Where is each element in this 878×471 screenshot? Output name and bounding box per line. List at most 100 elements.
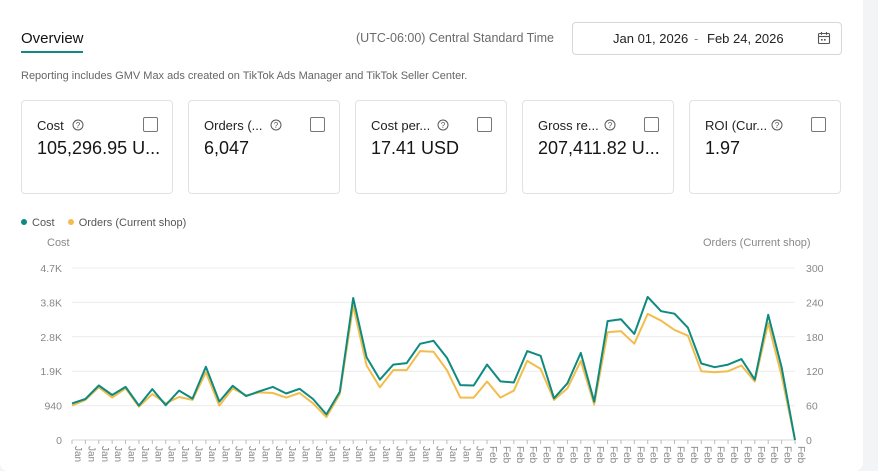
metric-card-orders[interactable]: Orders (... ? 6,047 [188,100,340,194]
x-tick-label: Feb [621,446,632,464]
date-range-picker[interactable]: Jan 01, 2026 - Feb 24, 2026 [572,22,842,55]
y-axis-title-right: Orders (Current shop) [703,237,811,249]
metric-checkbox[interactable] [811,117,826,132]
x-tick-label: Jan [340,446,351,462]
help-icon[interactable]: ? [771,119,783,131]
x-tick-label: Feb [795,446,806,464]
x-tick-label: Jan [407,446,418,462]
x-tick-label: Feb [581,446,592,464]
y-tick-label-right: 180 [806,332,824,344]
metric-label: ROI (Cur... [705,118,768,133]
legend-item-orders[interactable]: Orders (Current shop) [67,217,187,229]
check-icon [145,121,155,129]
y-tick-label-left: 1.9K [40,366,62,378]
metric-value: 1.97 [705,138,741,158]
legend-dot [67,219,74,225]
metric-card-gross-revenue[interactable]: Gross re... ? 207,411.82 U... [522,100,674,194]
x-tick-label: Jan [233,446,244,462]
x-tick-label: Jan [434,446,445,462]
x-tick-label: Jan [447,446,458,462]
x-tick-label: Jan [300,446,311,462]
x-tick-label: Feb [500,446,511,464]
x-tick-label: Feb [648,446,659,464]
x-tick-label: Jan [193,446,204,462]
metric-value: 105,296.95 U... [37,138,161,158]
help-icon[interactable]: ? [72,119,84,131]
metric-card-roi[interactable]: ROI (Cur... ? 1.97 [689,100,841,194]
date-start[interactable]: Jan 01, 2026 [613,31,689,46]
svg-text:?: ? [608,121,613,130]
x-tick-label: Feb [527,446,538,464]
x-tick-label: Feb [675,446,686,464]
x-tick-label: Jan [367,446,378,462]
metric-value: 17.41 USD [371,138,460,158]
metric-card-cost-per-order[interactable]: Cost per... ? 17.41 USD [355,100,507,194]
svg-text:?: ? [274,121,279,130]
x-tick-label: Feb [661,446,672,464]
x-tick-label: Feb [755,446,766,464]
legend-item-cost[interactable]: Cost [21,217,55,229]
x-tick-label: Jan [474,446,485,462]
x-tick-label: Feb [634,446,645,464]
metric-checkbox[interactable] [477,117,492,132]
y-tick-label-right: 300 [806,263,824,275]
y-tick-label-left: 3.8K [40,297,62,309]
y-tick-label-right: 60 [806,401,818,413]
y-axis-title-left: Cost [47,237,70,249]
y-tick-label-left: 940 [44,401,62,413]
x-tick-label: Jan [259,446,270,462]
x-tick-label: Jan [460,446,471,462]
date-separator: - [694,31,699,46]
calendar-icon[interactable] [817,31,831,45]
help-icon[interactable]: ? [270,119,282,131]
help-icon[interactable]: ? [437,119,449,131]
x-tick-label: Jan [166,446,177,462]
x-tick-label: Feb [701,446,712,464]
series-line-cost [71,295,796,441]
metric-label: Orders (... [204,118,263,133]
y-tick-label-right: 240 [806,297,824,309]
tab-active-indicator [21,51,83,53]
date-end[interactable]: Feb 24, 2026 [707,31,784,46]
tab-overview[interactable]: Overview [21,30,84,47]
x-tick-label: Jan [179,446,190,462]
x-tick-label: Jan [420,446,431,462]
x-tick-label: Jan [273,446,284,462]
svg-text:?: ? [76,121,81,130]
x-tick-label: Jan [353,446,364,462]
x-tick-label: Jan [152,446,163,462]
x-tick-label: Jan [85,446,96,462]
x-tick-label: Feb [768,446,779,464]
y-tick-label-left: 0 [56,435,62,447]
metric-checkbox[interactable] [143,117,158,132]
svg-text:?: ? [441,121,446,130]
x-tick-label: Feb [514,446,525,464]
y-tick-label-right: 120 [806,366,824,378]
x-tick-label: Feb [782,446,793,464]
x-tick-label: Feb [594,446,605,464]
metric-checkbox[interactable] [644,117,659,132]
x-tick-label: Jan [219,446,230,462]
timezone-label: (UTC-06:00) Central Standard Time [356,31,554,45]
metric-checkbox[interactable] [310,117,325,132]
x-tick-label: Feb [715,446,726,464]
reporting-note: Reporting includes GMV Max ads created o… [21,70,468,82]
x-tick-label: Feb [554,446,565,464]
x-tick-label: Jan [206,446,217,462]
svg-text:?: ? [775,121,780,130]
x-tick-label: Jan [72,446,83,462]
x-tick-label: Jan [326,446,337,462]
check-icon [312,121,322,129]
x-tick-label: Jan [286,446,297,462]
help-icon[interactable]: ? [604,119,616,131]
legend-label: Cost [32,217,55,229]
x-tick-label: Feb [741,446,752,464]
x-tick-label: Jan [112,446,123,462]
x-tick-label: Feb [728,446,739,464]
metric-label: Gross re... [538,118,599,133]
metric-card-cost[interactable]: Cost ? 105,296.95 U... [21,100,173,194]
legend-label: Orders (Current shop) [78,217,187,229]
x-tick-label: Jan [380,446,391,462]
x-tick-label: Jan [99,446,110,462]
